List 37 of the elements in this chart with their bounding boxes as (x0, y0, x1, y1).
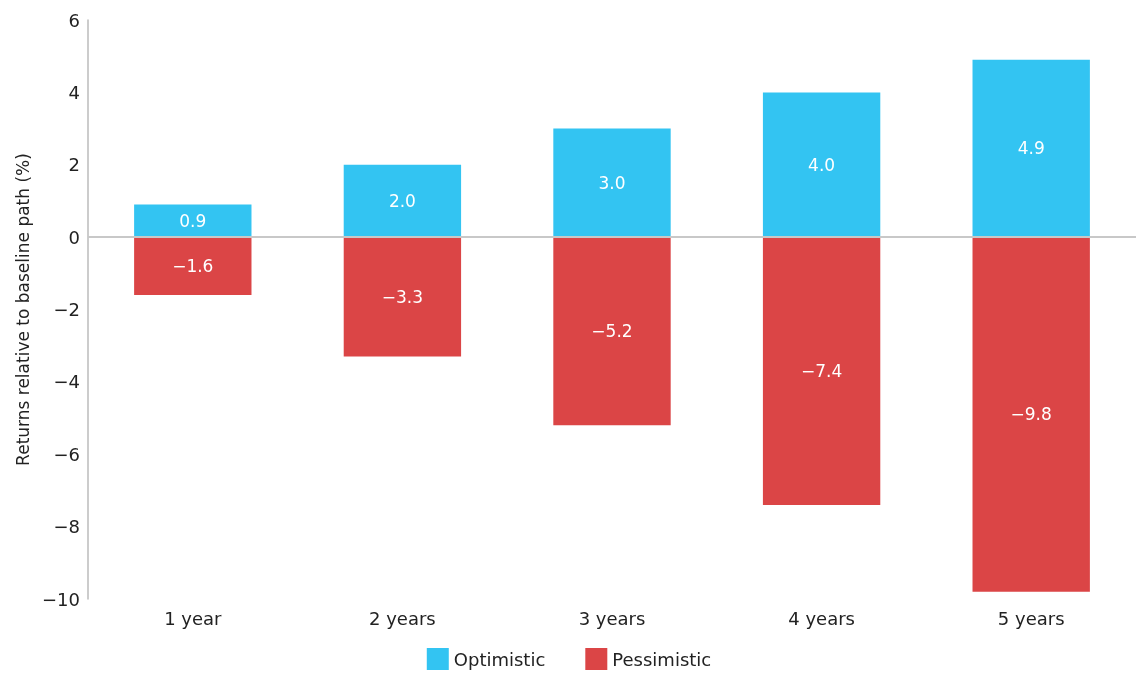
data-label: 2.0 (388, 190, 416, 211)
bar (762, 237, 881, 505)
data-label: −7.4 (800, 361, 843, 382)
y-tick-label: 6 (68, 9, 80, 31)
y-tick-label: 2 (68, 154, 80, 176)
bar (972, 237, 1090, 592)
data-label: −9.8 (1010, 404, 1052, 425)
data-label: 4.9 (1017, 138, 1045, 159)
bar (762, 92, 881, 238)
x-tick-label: 4 years (788, 607, 855, 629)
bar (553, 237, 671, 426)
legend-label: Pessimistic (612, 648, 712, 670)
y-tick-label: −4 (53, 371, 80, 393)
y-tick-label: −10 (42, 588, 80, 610)
y-tick-label: −8 (53, 516, 80, 538)
data-label: 4.0 (808, 154, 836, 175)
bar (343, 164, 462, 238)
data-label: 0.9 (179, 210, 207, 231)
y-tick-label: −6 (53, 443, 80, 465)
y-tick-label: 0 (68, 226, 80, 248)
bar (134, 204, 252, 238)
y-axis-title: Returns relative to baseline path (%) (12, 153, 33, 466)
bar (343, 237, 462, 357)
x-tick-label: 5 years (997, 607, 1065, 629)
bar (972, 59, 1090, 238)
x-tick-label: 3 years (578, 607, 646, 629)
data-label: −3.3 (381, 286, 424, 307)
y-tick-label: −2 (53, 299, 80, 320)
x-tick-label: 2 years (369, 607, 436, 629)
data-label: −5.2 (591, 321, 633, 342)
bar (134, 237, 252, 296)
bar (553, 128, 671, 238)
x-tick-label: 1 year (164, 607, 223, 629)
data-label: −1.6 (172, 256, 214, 277)
data-label: 3.0 (598, 172, 626, 193)
y-tick-label: 4 (68, 81, 80, 103)
legend-label: Optimistic (453, 648, 546, 670)
